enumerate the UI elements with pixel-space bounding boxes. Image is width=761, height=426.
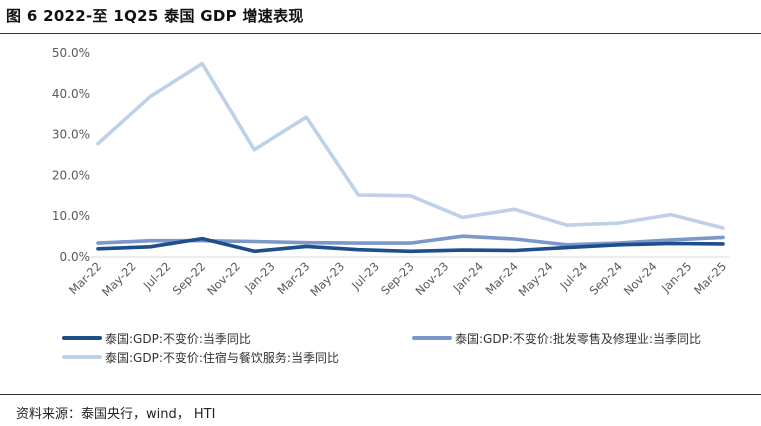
series-line-2 bbox=[96, 61, 725, 230]
series-lines bbox=[96, 61, 725, 254]
x-tick-label: Mar-22 bbox=[66, 259, 104, 297]
legend-item-hospitality: 泰国:GDP:不变价:住宿与餐饮服务:当季同比 bbox=[62, 349, 339, 365]
x-tick-label: Jan-24 bbox=[450, 259, 486, 295]
y-tick-label: 0.0% bbox=[60, 250, 91, 264]
legend-swatch bbox=[412, 336, 452, 340]
y-tick-label: 50.0% bbox=[52, 46, 90, 60]
y-tick-label: 20.0% bbox=[52, 168, 90, 182]
x-tick-label: Nov-24 bbox=[621, 259, 660, 298]
x-tick-label: Mar-25 bbox=[691, 259, 729, 297]
y-tick-label: 30.0% bbox=[52, 128, 90, 142]
title-divider bbox=[0, 33, 761, 34]
x-tick-label: Jan-25 bbox=[658, 259, 694, 295]
legend-swatch bbox=[62, 355, 102, 359]
x-tick-label: Jan-23 bbox=[241, 259, 277, 295]
source-note: 资料来源：泰国央行，wind， HTI bbox=[16, 407, 216, 422]
legend-item-retail: 泰国:GDP:不变价:批发零售及修理业:当季同比 bbox=[412, 330, 701, 346]
legend: 泰国:GDP:不变价:当季同比 泰国:GDP:不变价:批发零售及修理业:当季同比… bbox=[0, 330, 761, 370]
line-chart: 0.0%10.0%20.0%30.0%40.0%50.0% Mar-22May-… bbox=[52, 46, 729, 299]
y-tick-label: 10.0% bbox=[52, 209, 90, 223]
figure-title: 图 6 2022-至 1Q25 泰国 GDP 增速表现 bbox=[6, 7, 304, 25]
legend-swatch bbox=[62, 336, 102, 340]
y-tick-label: 40.0% bbox=[52, 87, 90, 101]
x-tick-label: Mar-23 bbox=[274, 259, 312, 297]
y-axis-ticks: 0.0% 10.0% 20.0% 30.0% 40.0% 50.0% bbox=[52, 46, 90, 264]
x-tick-label: May-23 bbox=[307, 259, 347, 299]
legend-label: 泰国:GDP:不变价:住宿与餐饮服务:当季同比 bbox=[105, 350, 339, 365]
legend-label: 泰国:GDP:不变价:当季同比 bbox=[105, 331, 251, 346]
x-tick-label: Sep-22 bbox=[170, 259, 209, 298]
legend-item-gdp: 泰国:GDP:不变价:当季同比 bbox=[62, 330, 251, 346]
x-tick-label: May-24 bbox=[516, 259, 556, 299]
x-tick-label: May-22 bbox=[99, 259, 139, 299]
x-tick-label: Sep-24 bbox=[586, 259, 625, 298]
legend-label: 泰国:GDP:不变价:批发零售及修理业:当季同比 bbox=[455, 331, 701, 346]
footer-divider bbox=[0, 394, 761, 395]
series-line-0 bbox=[96, 236, 725, 254]
x-tick-label: Nov-22 bbox=[204, 259, 243, 298]
x-tick-label: Mar-24 bbox=[483, 259, 521, 297]
x-tick-label: Sep-23 bbox=[378, 259, 417, 298]
x-tick-label: Nov-23 bbox=[413, 259, 452, 298]
